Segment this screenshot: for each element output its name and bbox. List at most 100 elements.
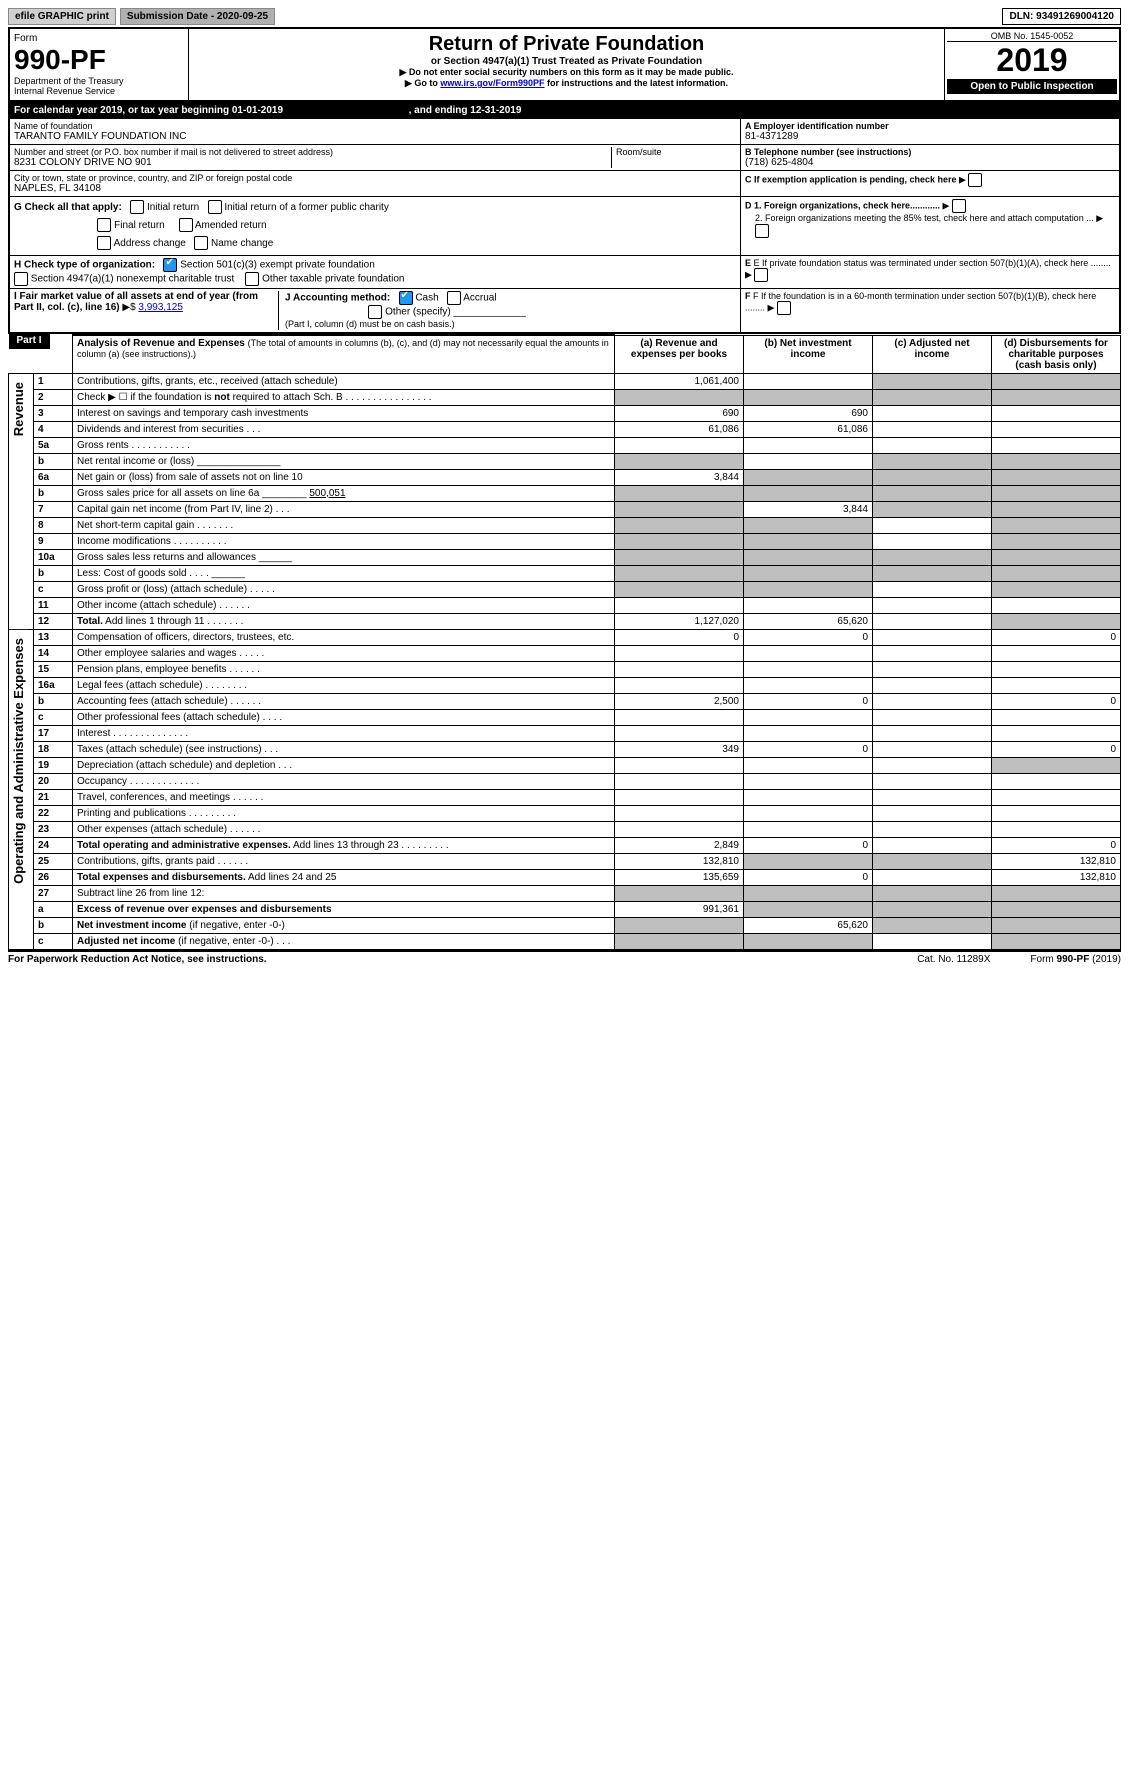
table-row: cOther professional fees (attach schedul… xyxy=(9,709,1121,725)
table-row: bNet rental income or (loss) ___________… xyxy=(9,453,1121,469)
form-title: Return of Private Foundation xyxy=(193,33,940,56)
form-number: 990-PF xyxy=(14,44,184,76)
g-label: G Check all that apply: xyxy=(14,202,122,213)
table-row: 4Dividends and interest from securities … xyxy=(9,421,1121,437)
efile-button[interactable]: efile GRAPHIC print xyxy=(8,8,116,25)
checkbox-cash[interactable] xyxy=(399,291,413,305)
calendar-year-bar: For calendar year 2019, or tax year begi… xyxy=(8,102,1121,119)
name-label: Name of foundation xyxy=(14,121,736,131)
table-row: bAccounting fees (attach schedule) . . .… xyxy=(9,693,1121,709)
part1-tag: Part I xyxy=(9,332,50,349)
h-label: H Check type of organization: xyxy=(14,260,155,271)
j-note: (Part I, column (d) must be on cash basi… xyxy=(285,319,455,329)
dln: DLN: 93491269004120 xyxy=(1002,8,1121,25)
table-row: 22Printing and publications . . . . . . … xyxy=(9,805,1121,821)
dept-2: Internal Revenue Service xyxy=(14,86,184,96)
ein: 81-4371289 xyxy=(745,131,1115,142)
open-public: Open to Public Inspection xyxy=(947,79,1117,94)
table-row: 16aLegal fees (attach schedule) . . . . … xyxy=(9,677,1121,693)
i-label: I Fair market value of all assets at end… xyxy=(14,291,258,313)
table-row: 26Total expenses and disbursements. Add … xyxy=(9,869,1121,885)
checkbox-accrual[interactable] xyxy=(447,291,461,305)
table-row: Revenue1Contributions, gifts, grants, et… xyxy=(9,373,1121,389)
checkbox-other[interactable] xyxy=(368,305,382,319)
table-row: 12Total. Add lines 1 through 11 . . . . … xyxy=(9,613,1121,629)
submission-date: Submission Date - 2020-09-25 xyxy=(120,8,275,25)
table-row: 25Contributions, gifts, grants paid . . … xyxy=(9,853,1121,869)
table-row: 27Subtract line 26 from line 12: xyxy=(9,885,1121,901)
telephone: (718) 625-4804 xyxy=(745,157,1115,168)
table-row: 9Income modifications . . . . . . . . . … xyxy=(9,533,1121,549)
city-label: City or town, state or province, country… xyxy=(14,173,736,183)
table-row: 7Capital gain net income (from Part IV, … xyxy=(9,501,1121,517)
table-row: 2Check ▶ ☐ if the foundation is not requ… xyxy=(9,389,1121,405)
checkbox-g1[interactable] xyxy=(130,200,144,214)
form-label: Form xyxy=(14,33,184,44)
foundation-name: TARANTO FAMILY FOUNDATION INC xyxy=(14,131,736,142)
table-row: 20Occupancy . . . . . . . . . . . . . xyxy=(9,773,1121,789)
fmv-link[interactable]: 3,993,125 xyxy=(138,302,183,313)
col-b: (b) Net investment income xyxy=(744,335,873,373)
top-bar: efile GRAPHIC print Submission Date - 20… xyxy=(8,8,1121,25)
form-subtitle: or Section 4947(a)(1) Trust Treated as P… xyxy=(193,56,940,67)
table-row: 5aGross rents . . . . . . . . . . . xyxy=(9,437,1121,453)
line-d: D 1. Foreign organizations, check here..… xyxy=(740,197,1119,255)
footer-right: Form 990-PF (2019) xyxy=(1030,954,1121,965)
checkbox-e[interactable] xyxy=(754,268,768,282)
col-a: (a) Revenue and expenses per books xyxy=(615,335,744,373)
table-row: bNet investment income (if negative, ent… xyxy=(9,917,1121,933)
table-row: aExcess of revenue over expenses and dis… xyxy=(9,901,1121,917)
checkbox-h2[interactable] xyxy=(14,272,28,286)
table-row: 6aNet gain or (loss) from sale of assets… xyxy=(9,469,1121,485)
warn-2: Go to www.irs.gov/Form990PF for instruct… xyxy=(193,78,940,89)
table-row: 23Other expenses (attach schedule) . . .… xyxy=(9,821,1121,837)
footer-left: For Paperwork Reduction Act Notice, see … xyxy=(8,954,267,965)
footer-cat: Cat. No. 11289X xyxy=(917,954,990,965)
table-row: cAdjusted net income (if negative, enter… xyxy=(9,933,1121,949)
checkbox-h1[interactable] xyxy=(163,258,177,272)
tel-label: B Telephone number (see instructions) xyxy=(745,147,1115,157)
address: 8231 COLONY DRIVE NO 901 xyxy=(14,157,611,168)
checkbox-g3[interactable] xyxy=(97,218,111,232)
ein-label: A Employer identification number xyxy=(745,121,1115,131)
checkbox-g5[interactable] xyxy=(97,236,111,250)
col-d: (d) Disbursements for charitable purpose… xyxy=(992,335,1121,373)
line-f: F F If the foundation is in a 60-month t… xyxy=(740,289,1119,332)
table-row: 10aGross sales less returns and allowanc… xyxy=(9,549,1121,565)
table-row: 17Interest . . . . . . . . . . . . . . xyxy=(9,725,1121,741)
room-label: Room/suite xyxy=(616,147,736,157)
checkbox-h3[interactable] xyxy=(245,272,259,286)
omb: OMB No. 1545-0052 xyxy=(947,31,1117,42)
table-row: 11Other income (attach schedule) . . . .… xyxy=(9,597,1121,613)
col-c: (c) Adjusted net income xyxy=(873,335,992,373)
table-row: 14Other employee salaries and wages . . … xyxy=(9,645,1121,661)
instructions-link[interactable]: www.irs.gov/Form990PF xyxy=(440,78,544,88)
checkbox-g6[interactable] xyxy=(194,236,208,250)
table-row: 21Travel, conferences, and meetings . . … xyxy=(9,789,1121,805)
checkbox-g2[interactable] xyxy=(208,200,222,214)
table-row: 8Net short-term capital gain . . . . . .… xyxy=(9,517,1121,533)
line-c: C If exemption application is pending, c… xyxy=(740,171,1119,196)
checkbox-f[interactable] xyxy=(777,301,791,315)
checkbox-g4[interactable] xyxy=(179,218,193,232)
form-header: Form 990-PF Department of the Treasury I… xyxy=(8,27,1121,102)
table-row: bGross sales price for all assets on lin… xyxy=(9,485,1121,501)
part1-title: Analysis of Revenue and Expenses xyxy=(77,338,245,349)
table-row: 18Taxes (attach schedule) (see instructi… xyxy=(9,741,1121,757)
page-footer: For Paperwork Reduction Act Notice, see … xyxy=(8,950,1121,965)
line-e: E E If private foundation status was ter… xyxy=(740,256,1119,288)
city: NAPLES, FL 34108 xyxy=(14,183,736,194)
tax-year: 2019 xyxy=(947,42,1117,79)
dept-1: Department of the Treasury xyxy=(14,76,184,86)
addr-label: Number and street (or P.O. box number if… xyxy=(14,147,611,157)
checkbox-d2[interactable] xyxy=(755,224,769,238)
table-row: 19Depreciation (attach schedule) and dep… xyxy=(9,757,1121,773)
table-row: 24Total operating and administrative exp… xyxy=(9,837,1121,853)
table-row: 3Interest on savings and temporary cash … xyxy=(9,405,1121,421)
identity-block: Name of foundation TARANTO FAMILY FOUNDA… xyxy=(8,119,1121,334)
j-label: J Accounting method: xyxy=(285,293,390,304)
table-row: bLess: Cost of goods sold . . . . ______ xyxy=(9,565,1121,581)
checkbox-d1[interactable] xyxy=(952,199,966,213)
table-row: 15Pension plans, employee benefits . . .… xyxy=(9,661,1121,677)
checkbox-c[interactable] xyxy=(968,173,982,187)
